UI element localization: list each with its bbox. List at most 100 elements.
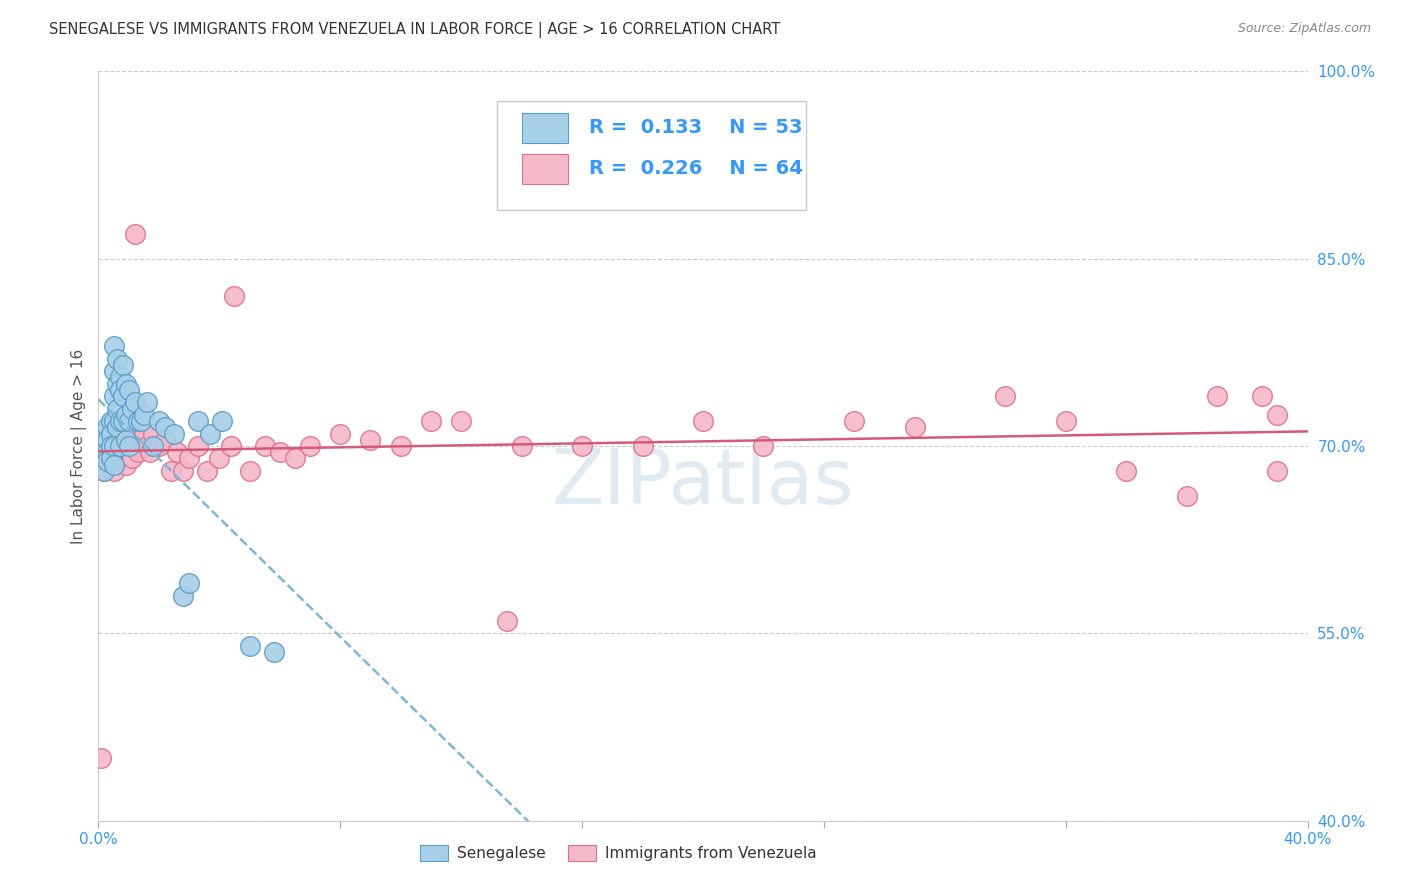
Point xyxy=(108,383,131,397)
Point xyxy=(105,351,128,366)
Point xyxy=(118,383,141,397)
Point xyxy=(111,358,134,372)
Point xyxy=(994,389,1017,403)
Point xyxy=(103,364,125,378)
Point xyxy=(121,433,143,447)
Point xyxy=(90,751,112,765)
Point xyxy=(121,451,143,466)
Point xyxy=(187,439,209,453)
Point xyxy=(93,464,115,478)
Point xyxy=(124,439,146,453)
Point xyxy=(752,439,775,453)
Point xyxy=(495,614,517,628)
Point xyxy=(105,426,128,441)
Point xyxy=(108,370,131,384)
Point xyxy=(108,414,131,428)
Point xyxy=(103,339,125,353)
Point xyxy=(111,445,134,459)
Point xyxy=(93,426,115,441)
Point xyxy=(142,426,165,441)
Point xyxy=(145,439,167,453)
Point xyxy=(114,458,136,472)
Point xyxy=(172,464,194,478)
Point xyxy=(114,433,136,447)
FancyBboxPatch shape xyxy=(498,102,806,210)
Point xyxy=(221,439,243,453)
Point xyxy=(103,458,125,472)
Point xyxy=(1115,464,1137,478)
Point xyxy=(132,408,155,422)
Point xyxy=(224,289,246,303)
Point xyxy=(211,414,233,428)
Y-axis label: In Labor Force | Age > 16: In Labor Force | Age > 16 xyxy=(72,349,87,543)
Point xyxy=(103,439,125,453)
Point xyxy=(96,420,118,434)
Point xyxy=(1206,389,1229,403)
Point xyxy=(105,445,128,459)
Point xyxy=(844,414,866,428)
Point xyxy=(1267,408,1289,422)
Point xyxy=(239,464,262,478)
Point xyxy=(93,464,115,478)
Text: Source: ZipAtlas.com: Source: ZipAtlas.com xyxy=(1237,22,1371,36)
Point xyxy=(299,439,322,453)
Point xyxy=(284,451,307,466)
Point xyxy=(121,401,143,416)
Point xyxy=(132,426,155,441)
Point xyxy=(135,439,157,453)
Point xyxy=(124,395,146,409)
Point xyxy=(108,439,131,453)
Point xyxy=(450,414,472,428)
Point xyxy=(179,451,201,466)
Point xyxy=(103,439,125,453)
Point xyxy=(360,433,382,447)
Text: ZIPatlas: ZIPatlas xyxy=(551,447,855,520)
Point xyxy=(1267,464,1289,478)
Point xyxy=(105,376,128,391)
Point xyxy=(208,451,231,466)
Point xyxy=(1054,414,1077,428)
Point xyxy=(153,433,176,447)
Point xyxy=(118,414,141,428)
Point xyxy=(103,414,125,428)
Point xyxy=(200,426,222,441)
Point xyxy=(100,426,122,441)
Point xyxy=(96,433,118,447)
Point xyxy=(239,639,262,653)
Text: SENEGALESE VS IMMIGRANTS FROM VENEZUELA IN LABOR FORCE | AGE > 16 CORRELATION CH: SENEGALESE VS IMMIGRANTS FROM VENEZUELA … xyxy=(49,22,780,38)
Text: R =  0.133    N = 53: R = 0.133 N = 53 xyxy=(589,118,803,137)
Point xyxy=(153,420,176,434)
Point xyxy=(111,389,134,403)
Point xyxy=(111,420,134,434)
Point xyxy=(692,414,714,428)
Point xyxy=(129,433,152,447)
Point xyxy=(96,445,118,459)
Point xyxy=(179,576,201,591)
Point xyxy=(90,445,112,459)
Point xyxy=(160,464,183,478)
Point xyxy=(100,451,122,466)
Point xyxy=(96,454,118,468)
Point xyxy=(103,389,125,403)
Point xyxy=(172,589,194,603)
Point xyxy=(114,376,136,391)
Point xyxy=(135,395,157,409)
Point xyxy=(510,439,533,453)
Point xyxy=(127,414,149,428)
Point xyxy=(100,439,122,453)
Point xyxy=(420,414,443,428)
Point xyxy=(124,227,146,241)
Point xyxy=(103,464,125,478)
Point xyxy=(118,414,141,428)
Point xyxy=(127,445,149,459)
Point xyxy=(90,439,112,453)
Point xyxy=(142,439,165,453)
Point xyxy=(148,414,170,428)
Point xyxy=(100,414,122,428)
Point xyxy=(114,408,136,422)
Point xyxy=(195,464,218,478)
Point xyxy=(269,445,291,459)
Point xyxy=(163,426,186,441)
Point xyxy=(114,439,136,453)
Point xyxy=(129,414,152,428)
